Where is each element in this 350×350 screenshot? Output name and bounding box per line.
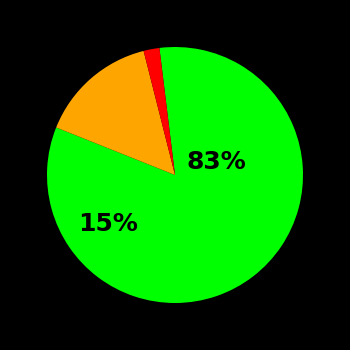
Wedge shape bbox=[56, 51, 175, 175]
Wedge shape bbox=[47, 47, 303, 303]
Wedge shape bbox=[144, 48, 175, 175]
Text: 15%: 15% bbox=[78, 212, 138, 236]
Text: 83%: 83% bbox=[186, 150, 246, 174]
